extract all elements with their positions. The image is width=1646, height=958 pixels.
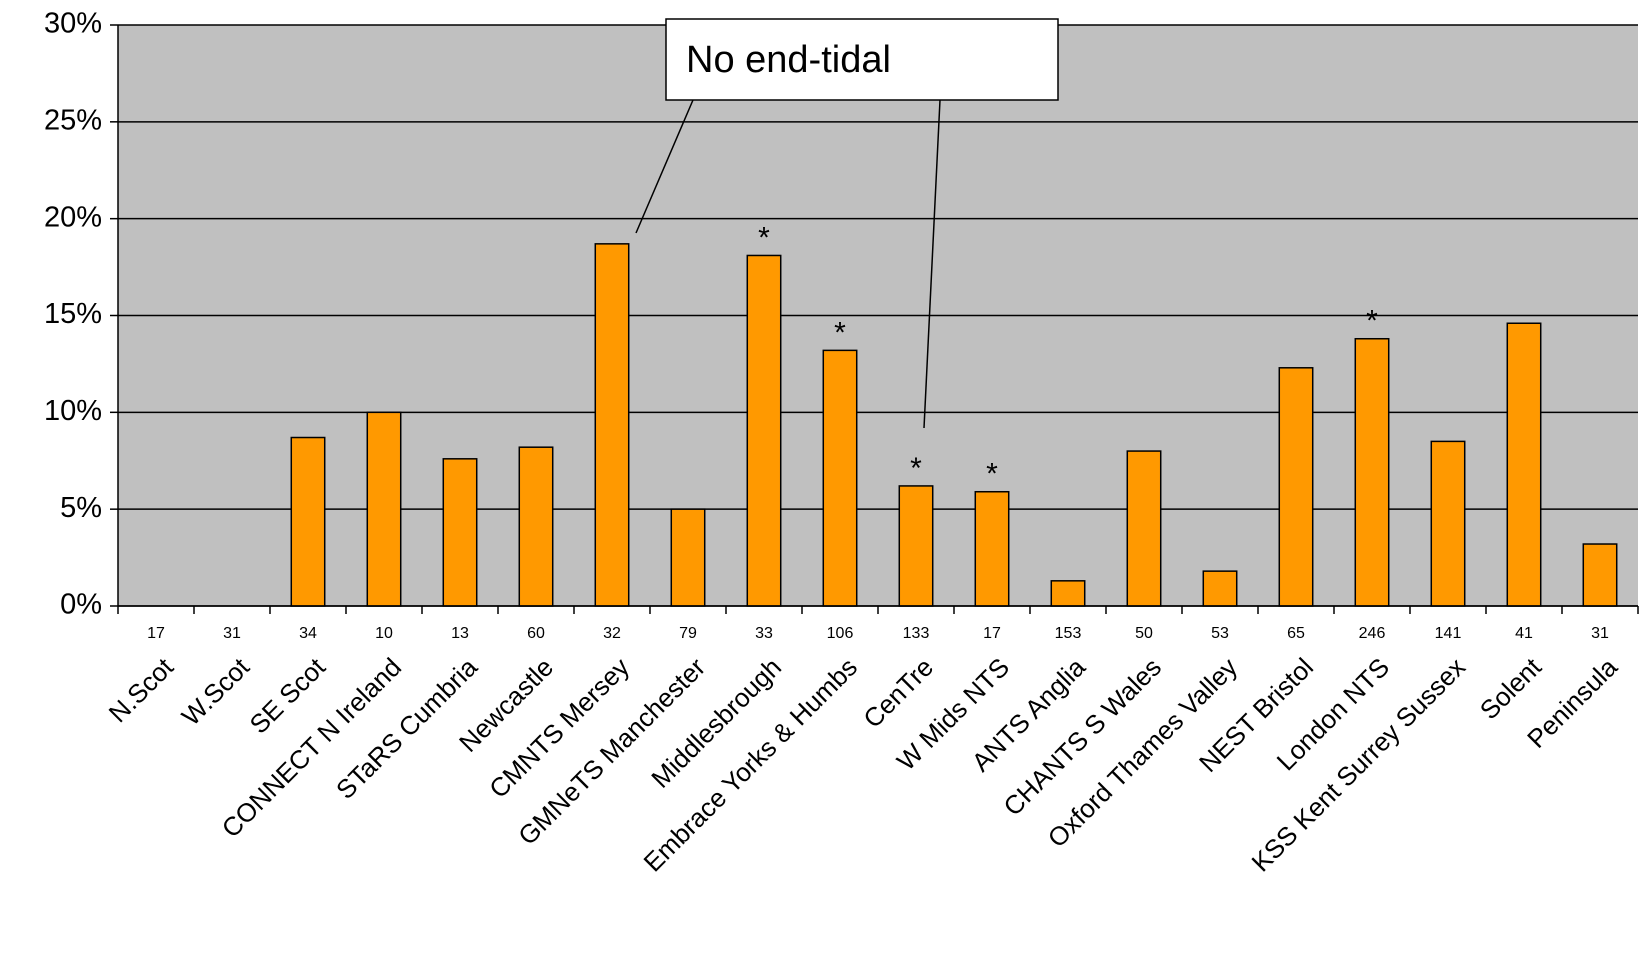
- bar: [442, 458, 478, 607]
- bar-note: *: [910, 452, 922, 485]
- bar: [1582, 543, 1618, 607]
- bar-note: *: [758, 221, 770, 254]
- bar: [746, 254, 782, 607]
- bar: [518, 446, 554, 607]
- bar: [1202, 570, 1238, 607]
- x-tick-label: N.Scot: [103, 651, 180, 728]
- bar-note: *: [986, 458, 998, 491]
- annotation-text: No end-tidal: [686, 39, 891, 81]
- count-label: 153: [1055, 625, 1082, 642]
- x-tick-label: CMNTS Mersey: [483, 652, 635, 804]
- y-tick-label: 10%: [44, 395, 102, 427]
- plot-area: 0%5%10%15%20%25%30%17N.Scot31W.Scot34SE …: [44, 8, 1639, 877]
- bar: [1354, 337, 1390, 607]
- bar: [1050, 580, 1086, 607]
- bar: [594, 243, 630, 607]
- bar: [1506, 322, 1542, 607]
- count-label: 79: [679, 625, 697, 642]
- count-label: 31: [223, 625, 241, 642]
- count-label: 10: [375, 625, 393, 642]
- x-tick-label: Solent: [1474, 651, 1548, 725]
- bar: [898, 485, 934, 607]
- annotation-box: [665, 18, 1059, 101]
- bar-note: *: [1366, 305, 1378, 338]
- count-label: 53: [1211, 625, 1229, 642]
- x-tick-label: Middlesbrough: [645, 652, 787, 794]
- y-tick-label: 20%: [44, 201, 102, 233]
- bar: [1126, 450, 1162, 607]
- count-label: 141: [1435, 625, 1462, 642]
- annotation-leader: [923, 99, 941, 429]
- count-label: 17: [983, 625, 1001, 642]
- count-label: 65: [1287, 625, 1305, 642]
- count-label: 246: [1359, 625, 1386, 642]
- bar: [974, 490, 1010, 607]
- bar: [822, 349, 858, 607]
- bar: [1278, 367, 1314, 607]
- count-label: 50: [1135, 625, 1153, 642]
- annotation-leader: [635, 99, 694, 234]
- count-label: 33: [755, 625, 773, 642]
- count-label: 32: [603, 625, 621, 642]
- y-tick-label: 5%: [60, 492, 102, 524]
- count-label: 41: [1515, 625, 1533, 642]
- count-label: 34: [299, 625, 317, 642]
- bar: [366, 411, 402, 607]
- y-tick-label: 0%: [60, 589, 102, 621]
- bar: [670, 508, 706, 607]
- count-label: 13: [451, 625, 469, 642]
- bar-note: *: [834, 316, 846, 349]
- bar: [1430, 440, 1466, 607]
- y-tick-label: 15%: [44, 298, 102, 330]
- bar: [290, 436, 326, 607]
- count-label: 133: [903, 625, 930, 642]
- count-label: 60: [527, 625, 545, 642]
- y-tick-label: 25%: [44, 104, 102, 136]
- count-label: 106: [827, 625, 854, 642]
- y-tick-label: 30%: [44, 8, 102, 40]
- count-label: 31: [1591, 625, 1609, 642]
- count-label: 17: [147, 625, 165, 642]
